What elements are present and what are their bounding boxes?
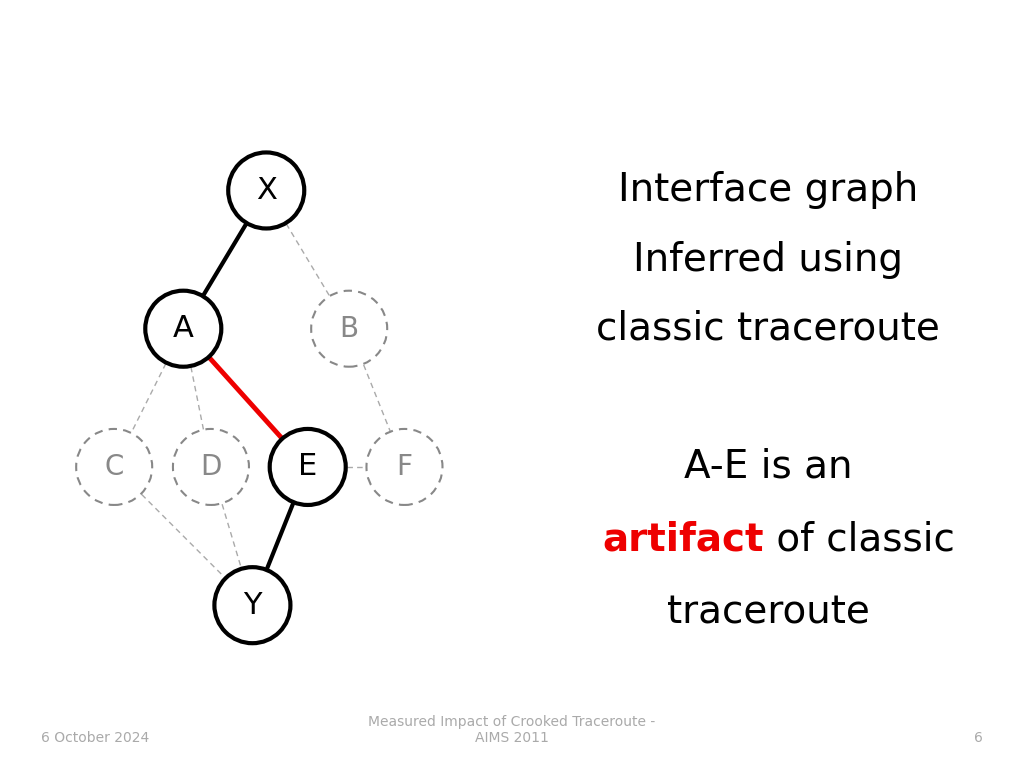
Text: classic traceroute: classic traceroute <box>596 310 940 348</box>
Circle shape <box>173 429 249 505</box>
Text: F: F <box>396 453 413 481</box>
Text: Y: Y <box>243 591 262 620</box>
Text: A-E is an: A-E is an <box>684 448 852 486</box>
Text: B: B <box>340 315 358 343</box>
Circle shape <box>269 429 346 505</box>
Circle shape <box>76 429 153 505</box>
Text: C: C <box>104 453 124 481</box>
Circle shape <box>228 152 304 229</box>
Text: Interface graph: Interface graph <box>617 171 919 210</box>
Text: Measured Impact of Crooked Traceroute -
AIMS 2011: Measured Impact of Crooked Traceroute - … <box>369 715 655 745</box>
Circle shape <box>214 567 291 644</box>
Text: 6 October 2024: 6 October 2024 <box>41 731 150 745</box>
Circle shape <box>311 290 387 367</box>
Text: X: X <box>256 176 276 205</box>
Text: Inferred using: Inferred using <box>633 240 903 279</box>
Text: E: E <box>298 452 317 482</box>
Text: traceroute: traceroute <box>667 593 869 631</box>
Circle shape <box>145 290 221 367</box>
Text: D: D <box>201 453 221 481</box>
Text: A: A <box>173 314 194 343</box>
Text: 6: 6 <box>974 731 983 745</box>
Text: artifact: artifact <box>603 521 764 558</box>
Circle shape <box>367 429 442 505</box>
Text: of classic: of classic <box>764 521 955 558</box>
